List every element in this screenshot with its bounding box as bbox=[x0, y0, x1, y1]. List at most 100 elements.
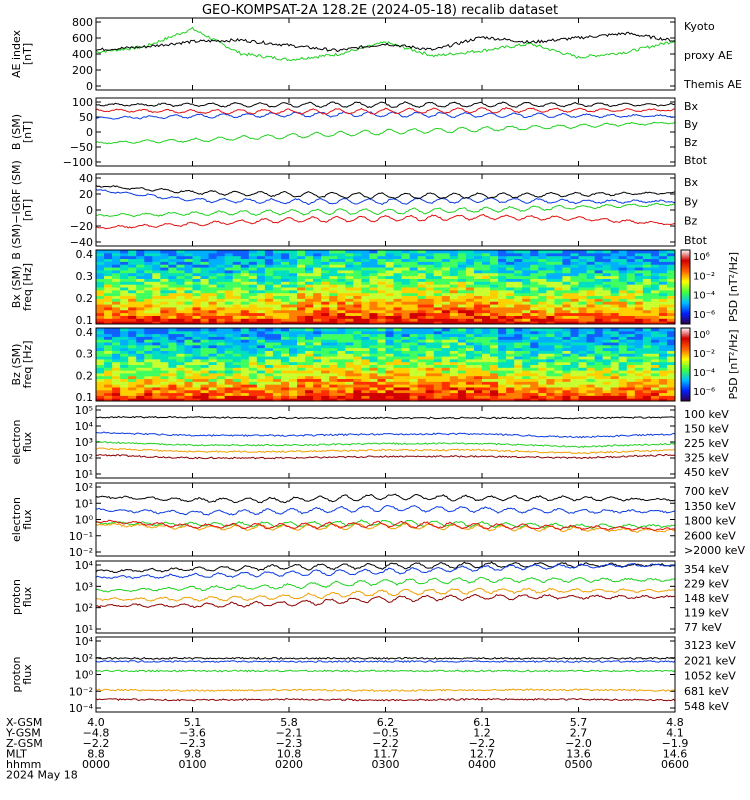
legend-p1-1: 229 keV bbox=[684, 578, 729, 591]
ytick-label-bd-1: 20 bbox=[79, 188, 93, 201]
series-p2-1 bbox=[95, 660, 676, 663]
frame-b bbox=[95, 97, 676, 167]
ephem-value-2-0: 5.8 bbox=[280, 716, 298, 729]
ephem-value-2-1: −2.1 bbox=[276, 727, 303, 740]
ylabel-e1-1: flux bbox=[21, 431, 34, 452]
series-p1-2 bbox=[96, 576, 676, 593]
frame-p2 bbox=[95, 636, 676, 713]
ytick-label-bd-4: −40 bbox=[70, 236, 93, 249]
ephem-value-2-3: 10.8 bbox=[277, 748, 302, 761]
ephem-label-5: 2024 May 18 bbox=[6, 769, 78, 782]
legend-bd-1: By bbox=[684, 195, 699, 208]
ephem-value-5-4: 0500 bbox=[565, 758, 593, 771]
legend-p1-2: 148 keV bbox=[684, 592, 729, 605]
ytick-label-b-3: −50 bbox=[70, 141, 93, 154]
colorbar-tick-sz-3: 10⁻⁶ bbox=[693, 387, 715, 398]
ytick-label-b-1: 50 bbox=[79, 111, 93, 124]
legend-bd-2: Bz bbox=[684, 215, 698, 228]
panel-bd: B (SM)−IGRF (SM)[nT] 40 20 0 −20 −40 Bx By Bz Bto… bbox=[10, 160, 708, 260]
ylabel-sx-1: freq [Hz] bbox=[21, 263, 34, 311]
legend-e2-4: >2000 keV bbox=[684, 544, 745, 557]
legend-e2-0: 700 keV bbox=[684, 485, 729, 498]
ylabel-p1-1: flux bbox=[21, 586, 34, 607]
ytick-label-sz-0: 0.4 bbox=[76, 326, 94, 339]
colorbar-tick-sx-2: 10⁻⁴ bbox=[693, 291, 715, 302]
legend-e1-1: 150 keV bbox=[684, 423, 729, 436]
colorbar-tick-sx-0: 10⁶ bbox=[693, 252, 710, 263]
frame-e1 bbox=[95, 405, 676, 479]
ephem-label-3: MLT bbox=[6, 748, 27, 761]
ytick-label-e2-0: 10² bbox=[75, 481, 93, 494]
figure-title: GEO-KOMPSAT-2A 128.2E (2024-05-18) recal… bbox=[202, 3, 558, 18]
legend-ae-1: proxy AE bbox=[684, 49, 733, 62]
series-e1-0 bbox=[95, 415, 675, 420]
panel-b: B (SM)[nT] 100 50 0 −50 −100 Bx By Bz Btot bbox=[10, 96, 708, 169]
ytick-label-p2-0: 10⁴ bbox=[75, 635, 94, 648]
ytick-label-bd-2: 0 bbox=[86, 204, 93, 217]
ephem-value-6-0: 4.8 bbox=[666, 716, 684, 729]
series-e1-1 bbox=[95, 431, 676, 439]
ylabel-sz-1: freq [Hz] bbox=[21, 340, 34, 388]
series-b-0 bbox=[96, 110, 676, 120]
ephem-label-0: X-GSM bbox=[6, 716, 42, 729]
ytick-label-e2-1: 10¹ bbox=[75, 497, 93, 510]
ylabel-p1-0: proton bbox=[10, 579, 23, 615]
colorbar-tick-sz-1: 10⁻² bbox=[693, 349, 715, 360]
ylabel-ae-0: AE index bbox=[10, 29, 23, 78]
ytick-label-ae-4: 0 bbox=[86, 80, 93, 93]
legend-e1-4: 450 keV bbox=[684, 466, 729, 479]
ephem-value-2-2: −2.3 bbox=[276, 737, 303, 750]
ytick-label-ae-1: 600 bbox=[72, 32, 93, 45]
ytick-label-b-4: −100 bbox=[63, 156, 93, 169]
ytick-label-p1-0: 10⁴ bbox=[75, 559, 94, 572]
ephem-value-1-4: 0100 bbox=[179, 758, 207, 771]
ylabel-e2-0: electron bbox=[10, 497, 23, 542]
frame-sz bbox=[95, 327, 676, 402]
ytick-label-p1-2: 10² bbox=[75, 602, 93, 615]
ytick-label-bd-0: 40 bbox=[79, 172, 93, 185]
legend-e1-3: 325 keV bbox=[684, 452, 729, 465]
legend-p1-4: 77 keV bbox=[684, 621, 722, 634]
ephem-value-0-2: −2.2 bbox=[83, 737, 110, 750]
colorbar-tick-sx-1: 10⁻² bbox=[693, 271, 715, 282]
ytick-label-ae-2: 400 bbox=[72, 48, 93, 61]
ylabel-bd-1: [nT] bbox=[21, 199, 34, 221]
legend-b-1: By bbox=[684, 118, 699, 131]
legend-b-3: Btot bbox=[684, 154, 708, 167]
ephem-value-0-0: 4.0 bbox=[87, 716, 105, 729]
ylabel-p2-1: flux bbox=[21, 664, 34, 685]
ylabel-ae-1: [nT] bbox=[21, 43, 34, 65]
colorbar-label-sx: PSD [nT²/Hz] bbox=[727, 252, 740, 322]
ephem-label-4: hhmm bbox=[6, 758, 41, 771]
series-p1-3 bbox=[95, 587, 676, 602]
legend-e2-2: 1800 keV bbox=[684, 515, 736, 528]
ylabel-sx-0: Bx (SM) bbox=[10, 266, 23, 309]
series-p2-4 bbox=[95, 697, 676, 702]
ytick-label-e1-1: 10⁴ bbox=[75, 420, 94, 433]
ytick-label-e1-3: 10² bbox=[75, 452, 93, 465]
series-e1-3 bbox=[95, 447, 676, 455]
frame-bd bbox=[95, 173, 676, 247]
ephem-value-3-2: −2.2 bbox=[372, 737, 399, 750]
ytick-label-sz-1: 0.3 bbox=[76, 348, 94, 361]
ephem-value-0-3: 8.8 bbox=[87, 748, 105, 761]
legend-ae-2: Themis AE bbox=[683, 78, 742, 91]
ytick-label-e1-4: 10¹ bbox=[75, 468, 93, 481]
ytick-label-sx-1: 0.3 bbox=[76, 270, 94, 283]
ylabel-b-1: [nT] bbox=[21, 121, 34, 143]
legend-p2-3: 681 keV bbox=[684, 685, 729, 698]
colorbar-sx bbox=[680, 249, 691, 325]
ephem-value-0-1: −4.8 bbox=[83, 727, 110, 740]
ephem-value-4-2: −2.2 bbox=[469, 737, 496, 750]
ytick-label-p2-2: 10⁰ bbox=[75, 669, 94, 682]
ephem-value-5-3: 13.6 bbox=[566, 748, 591, 761]
ephem-value-5-0: 5.7 bbox=[570, 716, 588, 729]
colorbar-tick-sz-2: 10⁻⁴ bbox=[693, 368, 715, 379]
ytick-label-b-0: 100 bbox=[72, 96, 93, 109]
ephem-value-1-0: 5.1 bbox=[184, 716, 202, 729]
legend-p2-2: 1052 keV bbox=[684, 670, 736, 683]
legend-p1-0: 354 keV bbox=[684, 563, 729, 576]
